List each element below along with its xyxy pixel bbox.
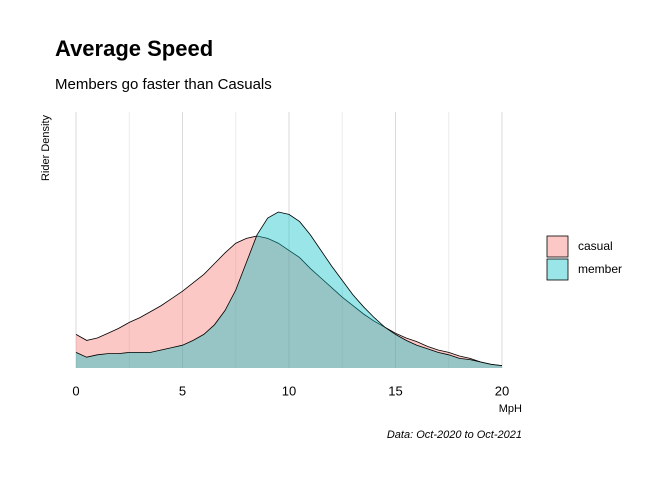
legend-label: member	[578, 262, 622, 276]
chart-title: Average Speed	[55, 36, 213, 61]
density-area	[76, 212, 502, 368]
x-axis-label: MpH	[499, 403, 522, 415]
legend-label: casual	[578, 239, 613, 253]
density-line	[75, 235, 503, 366]
density-area	[76, 236, 502, 368]
x-tick-label: 20	[495, 383, 509, 398]
x-tick-label: 15	[388, 383, 402, 398]
density-line	[75, 211, 503, 366]
x-tick-label: 5	[179, 383, 186, 398]
caption: Data: Oct-2020 to Oct-2021	[387, 429, 522, 441]
y-axis-label: Rider Density	[40, 114, 52, 181]
x-tick-label: 10	[282, 383, 296, 398]
legend-key	[546, 258, 569, 281]
x-tick-label: 0	[72, 383, 79, 398]
legend-key	[546, 235, 569, 258]
chart-subtitle: Members go faster than Casuals	[55, 76, 272, 93]
